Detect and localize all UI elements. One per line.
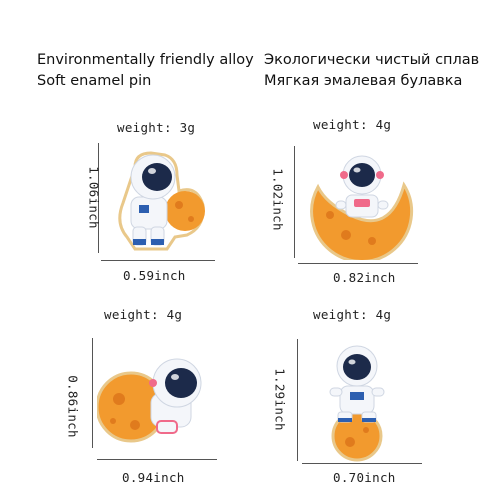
pin3-weight: weight: 4g [104,307,183,322]
header-russian-line2: Мягкая эмалевая булавка [264,73,463,89]
header-russian-line1: Экологически чистый сплав [264,52,480,68]
pin2-weight: weight: 4g [313,117,392,132]
pin2-height-label: 1.02inch [270,168,286,231]
pin4-width-label: 0.70inch [333,470,396,485]
pin2-width-line [298,263,418,264]
pin3-width-label: 0.94inch [122,470,185,485]
pin4-width-line [302,463,422,464]
pin3-height-line [92,338,93,448]
pin1-height-label: 1.06inch [86,166,102,229]
header-english: Environmentally friendly alloy Soft enam… [37,50,254,92]
header-english-line1: Environmentally friendly alloy [37,52,254,68]
pin4-weight: weight: 4g [313,307,392,322]
astronaut-with-planet-icon [118,151,205,251]
header-english-line2: Soft enamel pin [37,73,152,89]
pin1-width-line [101,260,215,261]
pin4-height-label: 1.29inch [272,368,288,431]
pin4-height-line [297,339,298,461]
pin1-height-line [98,143,99,253]
astronaut-on-moon-icon [310,155,414,260]
astronaut-sitting-on-planet-icon [329,345,385,462]
pin2-height-line [294,146,295,258]
pin3-height-label: 0.86inch [65,375,81,438]
pin1-weight: weight: 3g [117,120,196,135]
pin1-width-label: 0.59inch [123,268,186,283]
header-russian: Экологически чистый сплав Мягкая эмалева… [264,50,479,92]
astronaut-resting-on-planet-icon [97,358,202,443]
pin3-width-line [97,459,217,460]
pin2-width-label: 0.82inch [333,270,396,285]
